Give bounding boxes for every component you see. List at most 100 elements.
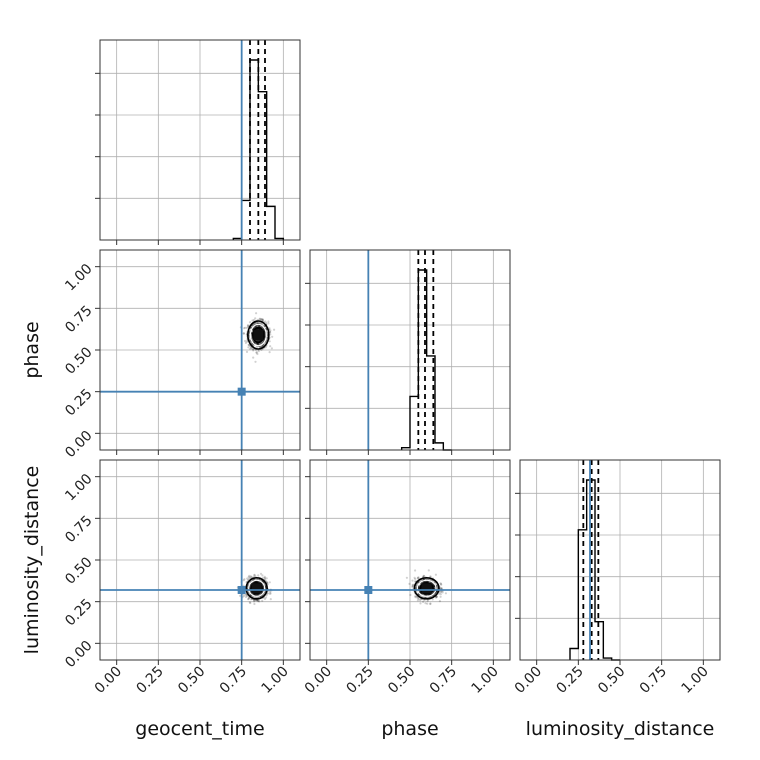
sample-point — [439, 582, 442, 585]
sample-point — [242, 332, 245, 335]
sample-point — [269, 598, 272, 601]
truth-marker — [237, 387, 246, 396]
sample-point — [411, 579, 414, 582]
sample-point — [246, 340, 249, 343]
sample-point — [261, 599, 264, 602]
sample-point — [419, 602, 422, 605]
sample-point — [439, 595, 442, 598]
sample-point — [269, 331, 272, 334]
sample-point — [417, 586, 420, 589]
x-tick-label: 0.00 — [92, 664, 125, 697]
x-tick-label: 1.00 — [258, 664, 291, 697]
sample-point — [263, 597, 267, 601]
sample-point — [253, 573, 256, 576]
x-tick-label: 0.75 — [427, 664, 460, 697]
sample-point — [264, 320, 267, 323]
y-axis-title-phase: phase — [21, 321, 43, 378]
contour-mid — [248, 579, 266, 597]
sample-point — [244, 593, 247, 596]
sample-point — [411, 584, 414, 587]
sample-point — [271, 335, 274, 338]
y-tick-label: 0.50 — [62, 554, 95, 587]
sample-point — [435, 595, 438, 599]
sample-point — [257, 324, 260, 327]
sample-point — [247, 576, 250, 579]
sample-point — [244, 339, 247, 343]
x-tick-label: 0.50 — [175, 664, 208, 697]
sample-point — [244, 326, 247, 329]
sample-point — [269, 590, 272, 594]
sample-point — [263, 575, 266, 579]
sample-point — [257, 324, 260, 327]
sample-point — [417, 576, 420, 580]
sample-point — [257, 328, 260, 331]
sample-point — [417, 576, 420, 579]
sample-point — [247, 343, 250, 346]
sample-point — [247, 598, 250, 601]
sample-point — [416, 597, 419, 600]
sample-point — [255, 351, 258, 354]
sample-point — [429, 602, 432, 605]
sample-point — [246, 595, 249, 598]
sample-point — [253, 599, 256, 602]
sample-point — [254, 575, 257, 578]
sample-point — [268, 340, 271, 343]
sample-point — [256, 352, 259, 356]
sample-point — [246, 324, 249, 327]
sample-point — [423, 574, 426, 578]
sample-point — [417, 587, 420, 590]
sample-point — [444, 592, 447, 595]
sample-point — [253, 574, 256, 577]
sample-point — [255, 351, 258, 354]
x-tick-label: 0.00 — [302, 664, 335, 697]
x-tick-label: 0.25 — [343, 664, 376, 697]
sample-point — [242, 579, 245, 582]
sample-point — [255, 312, 258, 315]
sample-point — [248, 347, 252, 350]
contour-outer — [247, 320, 270, 350]
sample-point — [422, 600, 425, 604]
sample-point — [256, 325, 259, 328]
x-tick-label: 0.75 — [637, 664, 670, 697]
panel-phase-hist — [305, 249, 511, 455]
sample-point — [245, 350, 249, 353]
sample-point — [252, 356, 255, 359]
x-tick-label: 0.50 — [385, 664, 418, 697]
panel-frame — [519, 459, 721, 661]
density-core — [251, 583, 262, 594]
y-tick-label: 1.00 — [62, 261, 95, 294]
sample-point — [257, 325, 260, 328]
sample-point — [434, 573, 437, 576]
sample-point — [257, 599, 260, 602]
y-tick-label: 0.75 — [62, 303, 95, 336]
density-core — [421, 583, 432, 594]
sample-point — [261, 574, 264, 577]
sample-point — [253, 599, 256, 602]
panel-geocent_time-vs-phase: 0.00 0.25 0.50 0.75 1.00 — [62, 249, 301, 461]
sample-point — [429, 602, 432, 606]
sample-point — [242, 594, 245, 598]
sample-point — [258, 324, 261, 327]
sample-point — [265, 321, 268, 325]
sample-point — [268, 592, 271, 595]
sample-point — [256, 343, 260, 346]
panel-geocent_time-vs-luminosity_distance: 0.000.250.500.751.000.00 0.25 0.50 0.75 1.00 — [62, 459, 301, 697]
x-tick-label: 1.00 — [468, 664, 501, 697]
sample-point — [247, 596, 251, 600]
sample-point — [247, 597, 250, 601]
sample-point — [411, 583, 414, 586]
sample-point — [408, 582, 411, 586]
sample-point — [249, 601, 252, 605]
x-axis-title-phase: phase — [381, 718, 438, 740]
sample-point — [252, 318, 256, 322]
sample-point — [262, 576, 265, 579]
sample-point — [256, 599, 259, 602]
panel-geocent_time-hist — [95, 39, 301, 245]
sample-point — [248, 574, 251, 578]
sample-point — [258, 600, 261, 603]
sample-point — [247, 343, 250, 347]
sample-point — [258, 318, 261, 321]
sample-point — [273, 328, 276, 331]
sample-point — [252, 349, 255, 352]
sample-point — [244, 341, 247, 344]
